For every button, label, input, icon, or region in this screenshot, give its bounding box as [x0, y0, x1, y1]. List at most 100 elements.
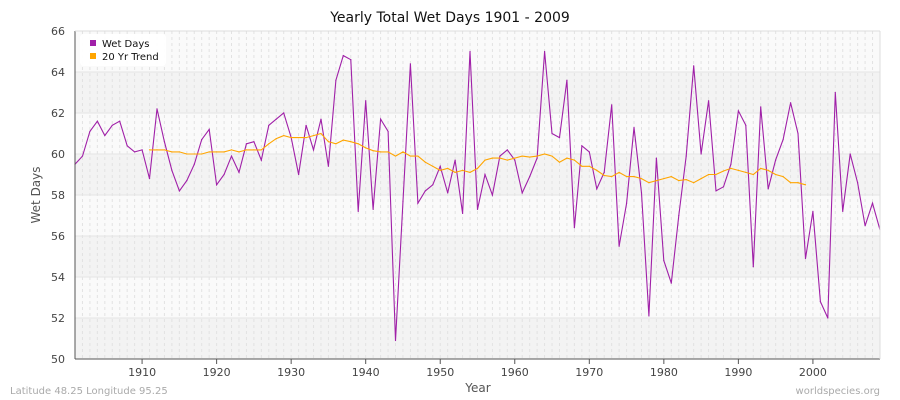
- wet-days-point: [275, 118, 277, 120]
- wet-days-point: [715, 190, 717, 192]
- trend-point: [514, 157, 516, 159]
- legend-swatch-trend: [90, 53, 96, 59]
- trend-point: [290, 137, 292, 139]
- trend-point: [253, 149, 255, 151]
- trend-point: [782, 175, 784, 178]
- trend-point: [357, 143, 359, 145]
- trend-point: [789, 182, 792, 184]
- wet-days-point: [260, 159, 262, 161]
- trend-point: [208, 151, 210, 153]
- trend-point: [298, 137, 300, 139]
- y-tick-label: 56: [51, 230, 65, 243]
- wet-days-point: [633, 126, 635, 128]
- wet-days-point: [603, 171, 605, 174]
- trend-point: [178, 151, 180, 153]
- trend-point: [678, 180, 680, 182]
- trend-point: [439, 169, 441, 171]
- x-tick-label: 1920: [203, 366, 231, 379]
- wet-days-point: [775, 159, 777, 161]
- trend-point: [424, 161, 426, 163]
- wet-days-point: [305, 124, 307, 126]
- trend-point: [603, 174, 605, 177]
- trend-point: [387, 151, 389, 153]
- trend-point: [193, 153, 195, 155]
- trend-point: [611, 175, 613, 178]
- trend-point: [432, 165, 434, 167]
- x-axis-label: Year: [464, 381, 490, 395]
- trend-point: [260, 149, 262, 151]
- wet-days-point: [409, 63, 412, 65]
- wet-days-point: [782, 139, 784, 141]
- wet-days-point: [804, 257, 807, 260]
- y-tick-label: 64: [51, 66, 65, 79]
- trend-point: [171, 151, 173, 153]
- trend-point: [529, 156, 531, 158]
- trend-point: [700, 178, 702, 180]
- wet-days-point: [141, 149, 143, 151]
- trend-point: [640, 178, 643, 180]
- trend-point: [447, 167, 449, 169]
- trend-point: [737, 169, 739, 171]
- x-tick-label: 2000: [799, 366, 827, 379]
- wet-days-point: [230, 155, 233, 157]
- wet-days-point: [476, 208, 479, 210]
- wet-days-point: [365, 100, 367, 102]
- wet-days-point: [752, 266, 754, 268]
- wet-days-point: [827, 317, 829, 319]
- trend-point: [596, 169, 598, 171]
- trend-point: [461, 169, 464, 171]
- trend-point: [551, 155, 553, 157]
- wet-days-point: [611, 104, 613, 106]
- wet-days-point: [663, 260, 665, 262]
- x-tick-label: 1980: [650, 366, 678, 379]
- trend-point: [417, 155, 419, 157]
- legend-label-trend: 20 Yr Trend: [102, 52, 159, 63]
- y-axis-label: Wet Days: [29, 166, 43, 223]
- trend-point: [335, 143, 337, 145]
- trend-point: [693, 182, 695, 184]
- trend-point: [543, 153, 546, 155]
- trend-point: [394, 155, 397, 157]
- wet-days-point: [178, 190, 180, 192]
- wet-days-point: [819, 301, 821, 303]
- wet-days-point: [432, 184, 434, 186]
- trend-point: [230, 149, 233, 151]
- y-tick-label: 66: [51, 25, 65, 38]
- x-tick-label: 1930: [277, 366, 305, 379]
- wet-days-point: [298, 173, 300, 176]
- trend-point: [380, 151, 382, 153]
- x-tick-label: 1950: [426, 366, 454, 379]
- y-tick-label: 52: [51, 312, 65, 325]
- wet-days-point: [558, 137, 561, 139]
- trend-point: [365, 147, 367, 149]
- trend-point: [745, 171, 747, 174]
- trend-point: [312, 134, 315, 137]
- trend-point: [275, 138, 277, 140]
- trend-point: [245, 149, 248, 151]
- wet-days-point: [126, 145, 128, 147]
- trend-point: [573, 159, 575, 161]
- trend-point: [685, 179, 687, 181]
- wet-days-point: [148, 178, 151, 180]
- wet-days-point: [670, 282, 672, 284]
- legend-swatch-wet-days: [90, 40, 96, 46]
- trend-point: [797, 182, 799, 184]
- x-tick-label: 1970: [575, 366, 603, 379]
- wet-days-point: [424, 190, 426, 192]
- trend-point: [715, 173, 717, 176]
- wet-days-point: [842, 210, 844, 212]
- trend-point: [558, 161, 561, 163]
- wet-days-point: [439, 165, 441, 167]
- trend-point: [655, 180, 657, 182]
- trend-point: [476, 167, 479, 169]
- wet-days-point: [245, 143, 248, 145]
- wet-days-point: [573, 227, 575, 229]
- trend-point: [566, 157, 568, 159]
- wet-days-point: [491, 194, 494, 196]
- trend-point: [722, 170, 725, 172]
- chart-title: Yearly Total Wet Days 1901 - 2009: [329, 10, 570, 26]
- wet-days-point: [469, 50, 471, 53]
- wet-days-point: [253, 141, 255, 143]
